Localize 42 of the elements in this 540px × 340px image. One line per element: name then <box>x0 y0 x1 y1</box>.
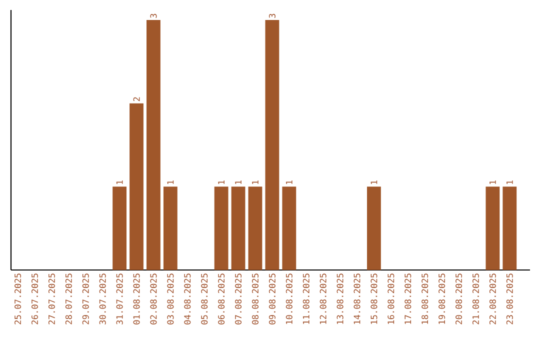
data-label: 1 <box>506 180 513 184</box>
data-label: 1 <box>490 180 496 184</box>
data-label: 1 <box>116 180 123 184</box>
x-tick-label: 08.08.2025 <box>252 274 259 324</box>
x-tick-label: 29.07.2025 <box>82 274 89 324</box>
x-tick-label: 19.08.2025 <box>438 274 446 324</box>
x-tick-label: 13.08.2025 <box>336 274 344 324</box>
data-label: 1 <box>252 180 258 184</box>
x-tick-label: 22.08.2025 <box>489 274 496 324</box>
x-tick-label: 04.08.2025 <box>184 274 191 324</box>
data-label: 1 <box>235 180 242 184</box>
x-tick-label: 10.08.2025 <box>286 274 292 324</box>
x-tick-label: 09.08.2025 <box>268 274 276 324</box>
x-tick-label: 23.08.2025 <box>506 274 513 324</box>
data-label: 2 <box>133 97 140 102</box>
x-tick-label: 26.07.2025 <box>31 274 38 324</box>
data-label: 1 <box>286 180 292 184</box>
data-label: 1 <box>218 180 224 184</box>
data-label: 3 <box>268 14 276 18</box>
x-tick-label: 05.08.2025 <box>201 274 208 324</box>
x-tick-label: 21.08.2025 <box>472 274 479 324</box>
x-tick-label: 15.08.2025 <box>370 274 378 324</box>
x-tick-label: 20.08.2025 <box>456 274 462 324</box>
x-tick-label: 18.08.2025 <box>422 274 428 324</box>
x-tick-label: 30.07.2025 <box>99 274 106 324</box>
x-tick-label: 02.08.2025 <box>150 274 157 324</box>
x-tick-label: 14.08.2025 <box>354 274 360 324</box>
x-tick-label: 31.07.2025 <box>116 274 123 324</box>
x-tick-label: 27.07.2025 <box>48 274 55 324</box>
x-tick-label: 07.08.2025 <box>235 274 242 324</box>
x-tick-label: 03.08.2025 <box>167 274 174 324</box>
x-tick-label: 12.08.2025 <box>320 274 326 324</box>
data-label: 1 <box>167 180 174 184</box>
x-tick-label: 01.08.2025 <box>133 274 140 324</box>
x-tick-label: 11.08.2025 <box>302 274 310 324</box>
x-tick-label: 16.08.2025 <box>388 274 394 324</box>
x-tick-label: 25.07.2025 <box>14 274 22 324</box>
x-tick-label: 17.08.2025 <box>404 274 412 324</box>
x-tick-label: 06.08.2025 <box>218 274 225 324</box>
data-label: 1 <box>370 180 378 184</box>
data-label: 3 <box>150 14 157 18</box>
x-tick-label: 28.07.2025 <box>65 274 72 324</box>
